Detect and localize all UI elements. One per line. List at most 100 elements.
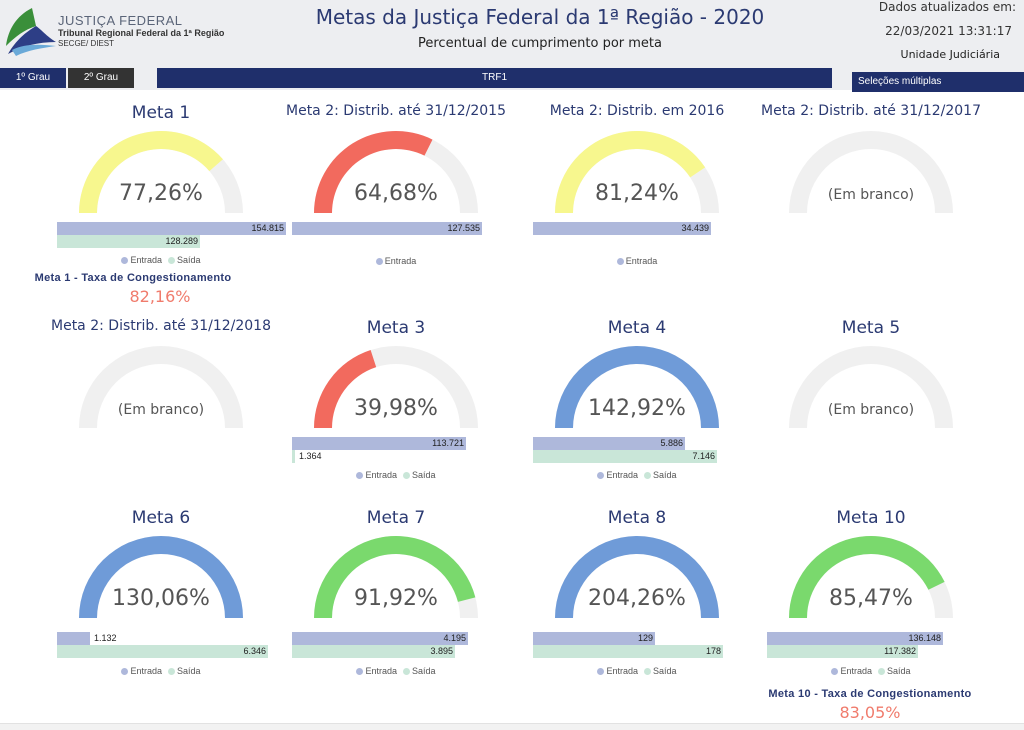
- gauge-chart: (Em branco): [788, 344, 954, 432]
- legend-label: Entrada: [384, 256, 417, 266]
- legend-item-saida: Saída: [644, 470, 677, 480]
- gauge-value: 77,26%: [119, 181, 203, 206]
- entrada-bar[interactable]: [533, 437, 685, 450]
- gauge-fill: [555, 535, 719, 618]
- entrada-saida-bars: 34.439: [533, 222, 773, 235]
- legend-item-saida: Saída: [644, 666, 677, 676]
- legend-dot-icon: [356, 472, 364, 479]
- entrada-saida-bars: 5.886 7.146: [533, 437, 773, 463]
- saida-bar[interactable]: [57, 235, 200, 248]
- meta-card[interactable]: Meta 2: Distrib. até 31/12/2018 (Em branc…: [41, 318, 281, 518]
- meta-card[interactable]: Meta 6 130,06%: [41, 508, 281, 708]
- entrada-bar-label: 34.439: [681, 223, 709, 233]
- saida-bar[interactable]: [292, 450, 295, 463]
- legend-label: Saída: [887, 666, 911, 676]
- meta-card[interactable]: Meta 4 142,92%: [517, 318, 757, 518]
- entrada-saida-bars: 113.721 1.364: [292, 437, 532, 463]
- gauge-value: (Em branco): [117, 402, 205, 418]
- meta-card[interactable]: Meta 2: Distrib. em 2016 81,24%: [517, 103, 757, 303]
- meta-card[interactable]: Meta 2: Distrib. até 31/12/2015 64,68%: [276, 103, 516, 303]
- gauge-track: [789, 131, 953, 213]
- bar-legend: Entrada Saída: [41, 255, 281, 265]
- entrada-bar[interactable]: [533, 222, 711, 235]
- page-subtitle: Percentual de cumprimento por meta: [418, 36, 662, 51]
- meta-card[interactable]: Meta 7 91,92%: [276, 508, 516, 708]
- legend-dot-icon: [597, 668, 605, 675]
- legend-label: Entrada: [606, 666, 638, 676]
- gauge-chart: 77,26%: [78, 129, 244, 217]
- saida-bar-row: 117.382: [767, 645, 1007, 658]
- legend-label: Saída: [653, 470, 677, 480]
- gauge-value: 130,06%: [112, 586, 210, 611]
- grau2-button[interactable]: 2º Grau: [68, 68, 134, 88]
- gauge-fill: [314, 350, 377, 428]
- gauge-chart: 91,92%: [313, 534, 479, 622]
- legend-item-entrada: Entrada: [597, 470, 638, 480]
- legend-label: Entrada: [130, 666, 162, 676]
- legend-label: Entrada: [365, 666, 397, 676]
- saida-bar-label: 7.146: [692, 451, 715, 461]
- saida-bar[interactable]: [533, 450, 717, 463]
- legend-dot-icon: [375, 258, 383, 265]
- legend-item-entrada: Entrada: [121, 666, 162, 676]
- entrada-saida-bars: 136.148 117.382: [767, 632, 1007, 658]
- saida-bar[interactable]: [57, 645, 268, 658]
- legend-item-entrada: Entrada: [121, 255, 162, 265]
- saida-bar-row: 128.289: [57, 235, 297, 248]
- meta-card-title: Meta 4: [607, 318, 667, 338]
- saida-bar-row: 7.146: [533, 450, 773, 463]
- legend-dot-icon: [403, 668, 410, 675]
- entrada-bar[interactable]: [292, 632, 468, 645]
- trf1-filter-bar[interactable]: TRF1: [157, 68, 832, 88]
- meta10-congestion-label: Meta 10 - Taxa de Congestionamento: [768, 688, 972, 700]
- gauge-value: 81,24%: [595, 181, 679, 206]
- gauge-chart: 130,06%: [78, 534, 244, 622]
- saida-bar[interactable]: [767, 645, 918, 658]
- grau1-button[interactable]: 1º Grau: [0, 68, 66, 88]
- gauge-chart: 81,24%: [554, 129, 720, 217]
- justica-federal-logo: [6, 8, 56, 56]
- legend-dot-icon: [121, 668, 129, 675]
- entrada-bar-label: 127.535: [447, 223, 480, 233]
- bar-legend: Entrada Saída: [751, 666, 991, 676]
- meta-card[interactable]: Meta 5 (Em branco): [751, 318, 991, 518]
- legend-label: Saída: [412, 470, 436, 480]
- legend-dot-icon: [168, 668, 175, 675]
- gauge-value: 91,92%: [354, 586, 438, 611]
- footer-divider: [0, 723, 1024, 730]
- meta-card-title: Meta 6: [131, 508, 191, 528]
- entrada-bar[interactable]: [533, 632, 655, 645]
- gauge-value: 39,98%: [354, 396, 438, 421]
- entrada-bar[interactable]: [57, 222, 286, 235]
- gauge-fill: [555, 130, 706, 213]
- entrada-bar-label: 129: [637, 633, 653, 643]
- bar-legend: Entrada Saída: [41, 666, 281, 676]
- meta-card[interactable]: Meta 10 85,47%: [751, 508, 991, 708]
- saida-bar[interactable]: [292, 645, 455, 658]
- gauge-fill: [555, 345, 719, 428]
- gauge-value: 142,92%: [588, 396, 686, 421]
- legend-item-entrada: Entrada: [356, 666, 397, 676]
- saida-bar-row: 6.346: [57, 645, 297, 658]
- bar-legend: Entrada: [276, 256, 516, 266]
- saida-bar-label: 117.382: [884, 646, 916, 656]
- legend-dot-icon: [644, 472, 651, 479]
- legend-item-saida: Saída: [168, 255, 201, 265]
- gauge-value: 85,47%: [829, 586, 913, 611]
- page-title: Metas da Justiça Federal da 1ª Região - …: [315, 5, 765, 29]
- entrada-bar[interactable]: [767, 632, 943, 645]
- entrada-bar[interactable]: [57, 632, 90, 645]
- legend-label: Entrada: [606, 470, 638, 480]
- updated-label: Dados atualizados em:: [878, 0, 1016, 14]
- gauge-chart: (Em branco): [78, 344, 244, 432]
- meta-card[interactable]: Meta 2: Distrib. até 31/12/2017 (Em branc…: [751, 103, 991, 303]
- saida-bar[interactable]: [533, 645, 723, 658]
- entrada-bar[interactable]: [292, 437, 466, 450]
- meta-card[interactable]: Meta 1 77,26%: [41, 103, 281, 303]
- unit-selection-dropdown[interactable]: Seleções múltiplas: [852, 72, 1024, 92]
- meta-card[interactable]: Meta 8 204,26%: [517, 508, 757, 708]
- org-line-1: JUSTIÇA FEDERAL: [58, 13, 183, 28]
- meta-card[interactable]: Meta 3 39,98%: [276, 318, 516, 518]
- gauge-fill: [79, 535, 243, 618]
- entrada-bar[interactable]: [292, 222, 482, 235]
